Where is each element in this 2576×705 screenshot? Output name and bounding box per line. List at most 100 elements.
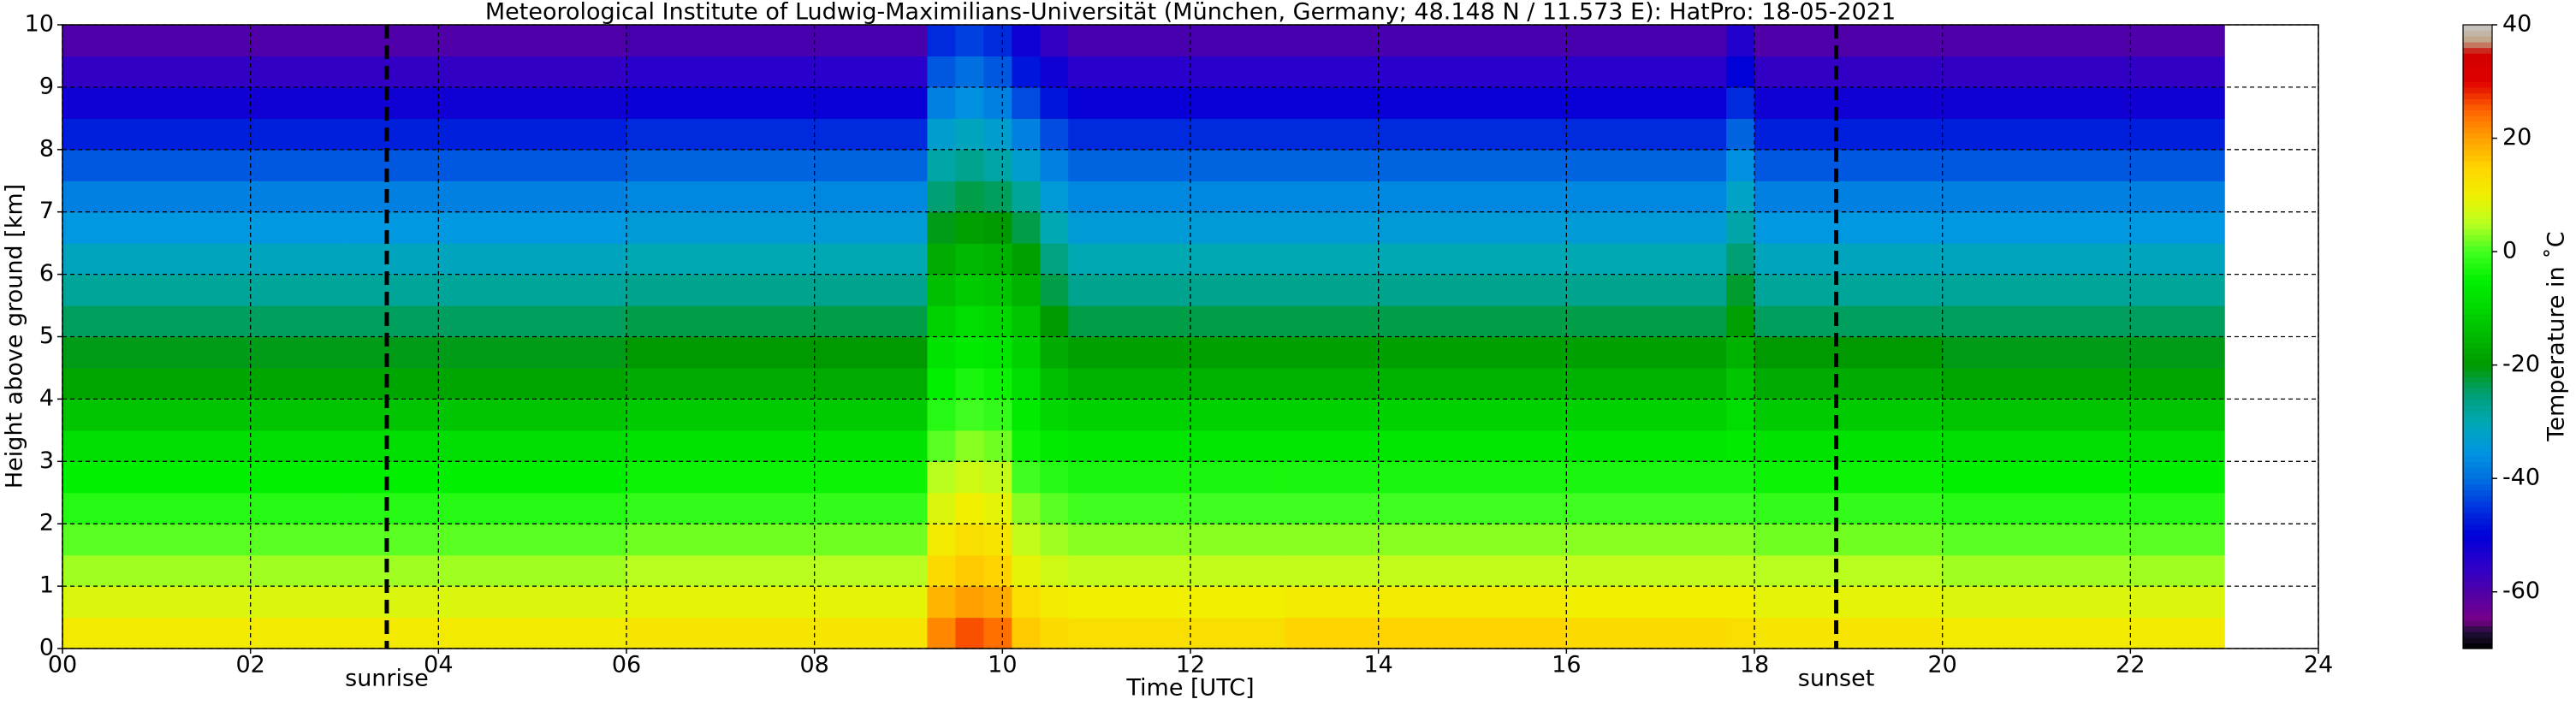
heatmap-cell — [1942, 586, 2225, 619]
heatmap-cell — [983, 367, 1012, 400]
colorbar-segment — [2463, 110, 2492, 116]
heatmap-cell — [1068, 274, 1285, 306]
colorbar-segment — [2463, 450, 2492, 457]
heatmap-cell — [1068, 118, 1285, 151]
heatmap-cell — [1040, 243, 1069, 275]
colorbar-segment — [2463, 234, 2492, 241]
heatmap-cell — [1068, 211, 1285, 244]
heatmap-cell — [1726, 25, 1755, 57]
heatmap-cell — [62, 492, 346, 524]
colorbar-segment — [2463, 206, 2492, 213]
heatmap-cell — [1754, 25, 1944, 57]
heatmap-cell — [1942, 274, 2225, 306]
heatmap-cell — [1012, 118, 1041, 151]
heatmap-cell — [1566, 118, 1727, 151]
colorbar-segment — [2463, 313, 2492, 321]
heatmap-cell — [62, 274, 346, 306]
heatmap-cell — [983, 586, 1012, 619]
heatmap-cell — [344, 524, 627, 556]
heatmap-cell — [955, 524, 984, 556]
colorbar-segment — [2463, 552, 2492, 559]
heatmap-cell — [344, 149, 627, 181]
colorbar-segment — [2463, 252, 2492, 258]
heatmap-cell — [1284, 430, 1567, 462]
heatmap-cell — [1284, 586, 1567, 619]
heatmap-cell — [62, 430, 346, 462]
heatmap-cell — [1726, 149, 1755, 181]
colorbar-segment — [2463, 399, 2492, 406]
heatmap-cell — [1284, 305, 1567, 338]
colorbar-segment — [2463, 376, 2492, 383]
colorbar-label: Temperature in ˚C — [2543, 231, 2570, 441]
heatmap-cell — [1284, 118, 1567, 151]
heatmap-cell — [1754, 118, 1944, 151]
colorbar-segment — [2463, 631, 2492, 638]
heatmap-cell — [344, 336, 627, 369]
heatmap-cell — [927, 305, 957, 338]
heatmap-cell — [1566, 86, 1727, 119]
heatmap-cell — [1942, 305, 2225, 338]
heatmap-cell — [1942, 336, 2225, 369]
heatmap-cell — [1284, 617, 1567, 649]
colorbar-segment — [2463, 325, 2492, 332]
colorbar-segment — [2463, 569, 2492, 576]
colorbar-segment — [2463, 489, 2492, 496]
heatmap-cell — [1942, 430, 2225, 462]
heatmap-cell — [62, 336, 346, 369]
x-tick-label: 10 — [988, 652, 1017, 678]
colorbar-segment — [2463, 427, 2492, 434]
heatmap-cell — [927, 367, 957, 400]
heatmap-cell — [626, 586, 929, 619]
heatmap-cell — [1754, 524, 1944, 556]
heatmap-cell — [983, 243, 1012, 275]
colorbar-segment — [2463, 586, 2492, 593]
heatmap-cell — [1012, 492, 1041, 524]
heatmap-cell — [927, 617, 957, 649]
y-tick-label: 6 — [39, 260, 54, 287]
heatmap-cell — [1012, 86, 1041, 119]
colorbar-segment — [2463, 483, 2492, 491]
heatmap-cell — [344, 56, 627, 88]
y-tick-label: 7 — [39, 198, 54, 224]
heatmap-cell — [1942, 554, 2225, 587]
colorbar-segment — [2463, 285, 2492, 293]
heatmap-cell — [927, 586, 957, 619]
heatmap-cell — [983, 86, 1012, 119]
heatmap-cell — [62, 118, 346, 151]
heatmap-cell — [1040, 617, 1069, 649]
y-tick-label: 2 — [39, 510, 54, 536]
heatmap-cell — [1942, 461, 2225, 494]
heatmap-cell — [1068, 461, 1285, 494]
heatmap — [62, 25, 2225, 649]
colorbar-segment — [2463, 319, 2492, 326]
x-tick-label: 14 — [1363, 652, 1392, 678]
heatmap-cell — [983, 461, 1012, 494]
colorbar-segment — [2463, 597, 2492, 604]
heatmap-cell — [1012, 586, 1041, 619]
heatmap-cell — [1566, 25, 1727, 57]
heatmap-cell — [1068, 399, 1285, 431]
heatmap-cell — [1040, 25, 1069, 57]
heatmap-cell — [927, 211, 957, 244]
colorbar-segment — [2463, 222, 2492, 230]
heatmap-cell — [1726, 399, 1755, 431]
heatmap-cell — [1726, 243, 1755, 275]
heatmap-cell — [1566, 181, 1727, 213]
heatmap-cell — [1566, 399, 1727, 431]
colorbar-segment — [2463, 614, 2492, 621]
heatmap-cell — [1754, 211, 1944, 244]
heatmap-cell — [1726, 367, 1755, 400]
colorbar-segment — [2463, 155, 2492, 162]
heatmap-cell — [1566, 243, 1727, 275]
heatmap-cell — [1040, 461, 1069, 494]
heatmap-cell — [1012, 617, 1041, 649]
colorbar-tick-label: -40 — [2502, 465, 2540, 491]
x-tick-label: 00 — [48, 652, 77, 678]
heatmap-cell — [927, 336, 957, 369]
heatmap-cell — [1942, 367, 2225, 400]
heatmap-cell — [626, 524, 929, 556]
heatmap-cell — [1040, 305, 1069, 338]
x-tick-label: 16 — [1552, 652, 1581, 678]
heatmap-cell — [626, 492, 929, 524]
colorbar-segment — [2463, 461, 2492, 468]
